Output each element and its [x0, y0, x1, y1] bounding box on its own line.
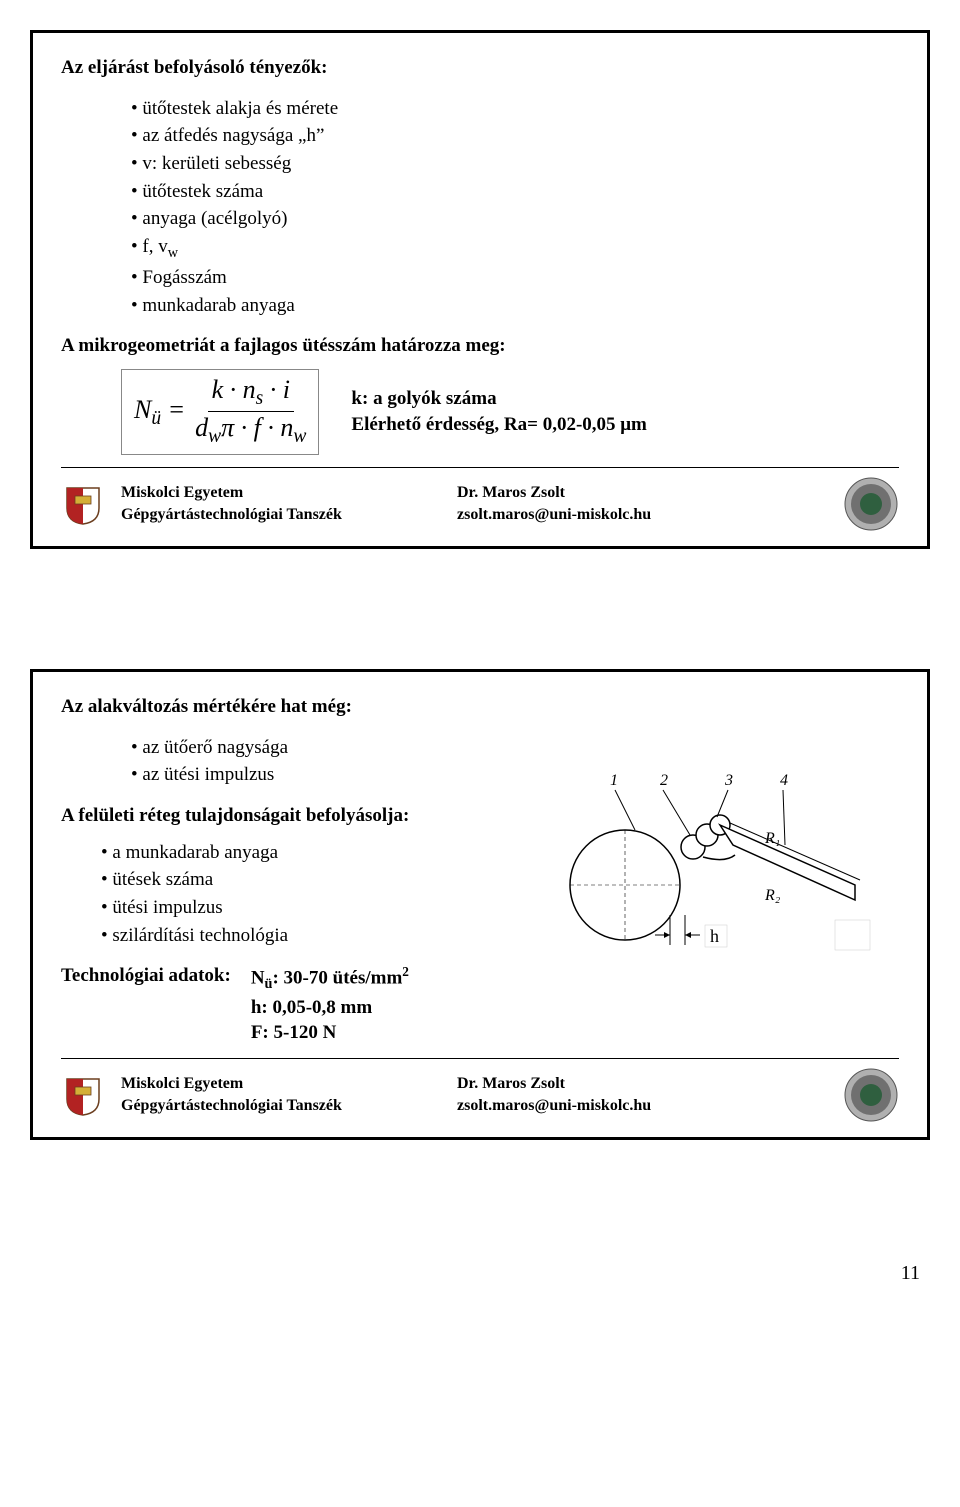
slide2-bullets-b: a munkadarab anyaga ütések száma ütési i…: [101, 839, 511, 950]
tech-value: Nü: 30-70 ütés/mm2: [251, 963, 409, 994]
bullet-text: szilárdítási technológia: [112, 925, 288, 946]
bullet-text: az átfedés nagysága „h”: [142, 125, 324, 146]
bullet-text: a munkadarab anyaga: [112, 842, 278, 863]
slide1-heading: Az eljárást befolyásoló tényezők:: [61, 55, 899, 81]
list-item: szilárdítási technológia: [101, 922, 511, 950]
list-item: ütőtestek száma: [131, 178, 899, 206]
slide-footer: Miskolci Egyetem Gépgyártástechnológiai …: [61, 1067, 899, 1123]
slide2-bullets-a: az ütőerő nagysága az ütési impulzus: [131, 734, 511, 789]
slide-1: Az eljárást befolyásoló tényezők: ütőtes…: [30, 30, 930, 549]
page-number: 11: [30, 1260, 930, 1287]
diagram-label-r1: R₁: [764, 830, 780, 847]
university-crest-icon: [61, 1073, 105, 1117]
list-item: ütőtestek alakja és mérete: [131, 95, 899, 123]
numerator: k · ns · i: [208, 376, 294, 413]
list-item: anyaga (acélgolyó): [131, 205, 899, 233]
list-item: ütési impulzus: [101, 894, 511, 922]
slide-2: Az alakváltozás mértékére hat még: az üt…: [30, 669, 930, 1140]
legend-line: k: a golyók száma: [351, 386, 646, 412]
bullet-text: az ütőerő nagysága: [142, 737, 288, 758]
institution-name: Miskolci Egyetem: [121, 1073, 441, 1095]
footer-left-col: Miskolci Egyetem Gépgyártástechnológiai …: [121, 482, 441, 525]
list-item: ütések száma: [101, 866, 511, 894]
bullet-text: ütési impulzus: [112, 897, 222, 918]
author-name: Dr. Maros Zsolt: [457, 1073, 737, 1095]
tech-value: F: 5-120 N: [251, 1020, 409, 1046]
footer-divider: [61, 467, 899, 468]
tech-values: Nü: 30-70 ütés/mm2 h: 0,05-0,8 mm F: 5-1…: [251, 963, 409, 1046]
tech-label: Technológiai adatok:: [61, 963, 231, 989]
list-item: v: kerületi sebesség: [131, 150, 899, 178]
footer-mid-col: Dr. Maros Zsolt zsolt.maros@uni-miskolc.…: [457, 482, 737, 525]
legend-line: Elérhető érdesség, Ra= 0,02-0,05 μm: [351, 412, 646, 438]
bullet-text: ütőtestek alakja és mérete: [142, 98, 338, 119]
slide2-heading: Az alakváltozás mértékére hat még:: [61, 694, 511, 720]
bullet-text: az ütési impulzus: [142, 764, 274, 785]
eq-lhs: Nü =: [134, 392, 185, 433]
list-item: munkadarab anyaga: [131, 292, 899, 320]
equation-box: Nü = k · ns · i dwπ · f · nw: [121, 369, 319, 455]
bullet-text: v: kerületi sebesség: [142, 153, 291, 174]
slide1-subheading: A mikrogeometriát a fajlagos ütésszám ha…: [61, 333, 899, 359]
equation-row: Nü = k · ns · i dwπ · f · nw k: a golyók…: [121, 369, 899, 455]
institution-name: Miskolci Egyetem: [121, 482, 441, 504]
diagram-label-1: 1: [610, 772, 618, 789]
author-email: zsolt.maros@uni-miskolc.hu: [457, 1095, 737, 1117]
equation-legend: k: a golyók száma Elérhető érdesség, Ra=…: [351, 386, 646, 437]
slide-footer: Miskolci Egyetem Gépgyártástechnológiai …: [61, 476, 899, 532]
department-seal-icon: [843, 1067, 899, 1123]
bullet-text: ütések száma: [112, 869, 213, 890]
bullet-text: anyaga (acélgolyó): [142, 208, 287, 229]
slide2-columns: Az alakváltozás mértékére hat még: az üt…: [61, 694, 899, 1046]
list-item: Fogásszám: [131, 264, 899, 292]
footer-divider: [61, 1058, 899, 1059]
department-seal-icon: [843, 476, 899, 532]
list-item: az ütőerő nagysága: [131, 734, 511, 762]
tool-schematic-diagram: 1 2 3 4 R₁ R₂ h: [555, 765, 875, 975]
author-email: zsolt.maros@uni-miskolc.hu: [457, 504, 737, 526]
diagram-label-r2: R₂: [764, 887, 781, 904]
diagram-label-4: 4: [780, 772, 788, 789]
footer-mid-col: Dr. Maros Zsolt zsolt.maros@uni-miskolc.…: [457, 1073, 737, 1116]
bullet-text: ütőtestek száma: [142, 181, 263, 202]
slide2-subheading: A felületi réteg tulajdonságait befolyás…: [61, 803, 511, 829]
list-item: a munkadarab anyaga: [101, 839, 511, 867]
university-crest-icon: [61, 482, 105, 526]
list-item: f, vw: [131, 233, 899, 264]
diagram-label-h: h: [710, 926, 719, 946]
bullet-text: Fogásszám: [142, 267, 226, 288]
department-name: Gépgyártástechnológiai Tanszék: [121, 1095, 441, 1117]
diagram-label-3: 3: [724, 772, 733, 789]
bullet-text: munkadarab anyaga: [142, 295, 294, 316]
fraction: k · ns · i dwπ · f · nw: [195, 376, 306, 448]
tech-data-row: Technológiai adatok: Nü: 30-70 ütés/mm2 …: [61, 963, 511, 1046]
department-name: Gépgyártástechnológiai Tanszék: [121, 504, 441, 526]
diagram-label-2: 2: [660, 772, 668, 789]
list-item: az ütési impulzus: [131, 761, 511, 789]
footer-left-col: Miskolci Egyetem Gépgyártástechnológiai …: [121, 1073, 441, 1116]
list-item: az átfedés nagysága „h”: [131, 122, 899, 150]
slide2-left-col: Az alakváltozás mértékére hat még: az üt…: [61, 694, 511, 1046]
slide2-right-col: 1 2 3 4 R₁ R₂ h: [531, 694, 899, 1046]
author-name: Dr. Maros Zsolt: [457, 482, 737, 504]
tech-value: h: 0,05-0,8 mm: [251, 995, 409, 1021]
denominator: dwπ · f · nw: [195, 412, 306, 448]
slide1-bullet-list: ütőtestek alakja és mérete az átfedés na…: [131, 95, 899, 320]
